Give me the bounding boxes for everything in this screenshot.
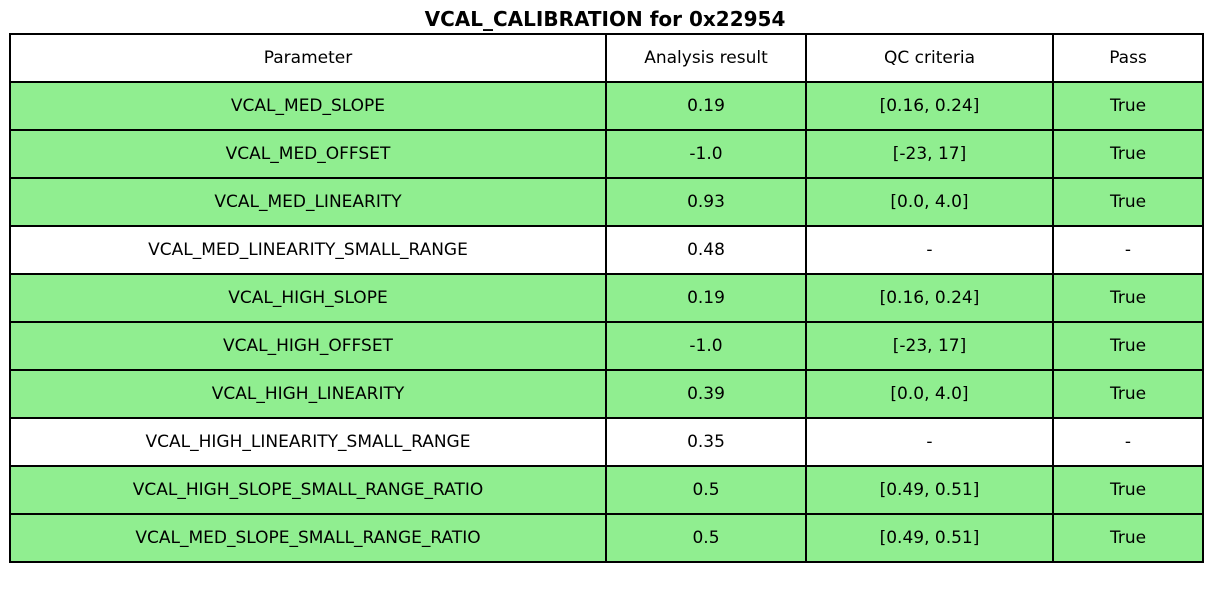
cell-pass: True	[1052, 129, 1204, 179]
cell-analysis-result: 0.39	[605, 369, 807, 419]
cell-pass: True	[1052, 81, 1204, 131]
table-row: VCAL_MED_SLOPE_SMALL_RANGE_RATIO 0.5 [0.…	[9, 513, 1204, 563]
qc-results-table: Parameter Analysis result QC criteria Pa…	[9, 33, 1204, 563]
cell-analysis-result: 0.19	[605, 273, 807, 323]
cell-pass: -	[1052, 225, 1204, 275]
table-row: VCAL_HIGH_LINEARITY 0.39 [0.0, 4.0] True	[9, 369, 1204, 419]
cell-pass: True	[1052, 513, 1204, 563]
table-body: VCAL_MED_SLOPE 0.19 [0.16, 0.24] True VC…	[9, 81, 1204, 563]
table-row: VCAL_HIGH_SLOPE_SMALL_RANGE_RATIO 0.5 [0…	[9, 465, 1204, 515]
table-row: VCAL_MED_SLOPE 0.19 [0.16, 0.24] True	[9, 81, 1204, 131]
cell-qc-criteria: [0.49, 0.51]	[805, 513, 1054, 563]
col-header-analysis-result: Analysis result	[605, 33, 807, 83]
cell-pass: True	[1052, 177, 1204, 227]
col-header-qc-criteria: QC criteria	[805, 33, 1054, 83]
cell-qc-criteria: -	[805, 417, 1054, 467]
table-row: VCAL_HIGH_LINEARITY_SMALL_RANGE 0.35 - -	[9, 417, 1204, 467]
cell-parameter: VCAL_MED_OFFSET	[9, 129, 607, 179]
cell-parameter: VCAL_HIGH_SLOPE_SMALL_RANGE_RATIO	[9, 465, 607, 515]
figure-title: VCAL_CALIBRATION for 0x22954	[424, 7, 786, 31]
table-row: VCAL_MED_LINEARITY_SMALL_RANGE 0.48 - -	[9, 225, 1204, 275]
cell-analysis-result: -1.0	[605, 129, 807, 179]
col-header-parameter: Parameter	[9, 33, 607, 83]
cell-pass: True	[1052, 369, 1204, 419]
cell-parameter: VCAL_HIGH_LINEARITY	[9, 369, 607, 419]
table-row: VCAL_HIGH_SLOPE 0.19 [0.16, 0.24] True	[9, 273, 1204, 323]
cell-pass: -	[1052, 417, 1204, 467]
table-row: VCAL_HIGH_OFFSET -1.0 [-23, 17] True	[9, 321, 1204, 371]
cell-analysis-result: 0.5	[605, 513, 807, 563]
cell-parameter: VCAL_MED_SLOPE	[9, 81, 607, 131]
cell-qc-criteria: [0.16, 0.24]	[805, 81, 1054, 131]
cell-parameter: VCAL_HIGH_LINEARITY_SMALL_RANGE	[9, 417, 607, 467]
cell-pass: True	[1052, 273, 1204, 323]
cell-qc-criteria: [0.0, 4.0]	[805, 369, 1054, 419]
cell-parameter: VCAL_MED_LINEARITY_SMALL_RANGE	[9, 225, 607, 275]
cell-analysis-result: -1.0	[605, 321, 807, 371]
table-row: VCAL_MED_LINEARITY 0.93 [0.0, 4.0] True	[9, 177, 1204, 227]
cell-analysis-result: 0.5	[605, 465, 807, 515]
table-header-row: Parameter Analysis result QC criteria Pa…	[9, 33, 1204, 83]
cell-qc-criteria: [0.0, 4.0]	[805, 177, 1054, 227]
cell-pass: True	[1052, 465, 1204, 515]
col-header-pass: Pass	[1052, 33, 1204, 83]
cell-analysis-result: 0.35	[605, 417, 807, 467]
cell-analysis-result: 0.19	[605, 81, 807, 131]
cell-parameter: VCAL_MED_SLOPE_SMALL_RANGE_RATIO	[9, 513, 607, 563]
cell-parameter: VCAL_HIGH_OFFSET	[9, 321, 607, 371]
cell-qc-criteria: [-23, 17]	[805, 129, 1054, 179]
cell-qc-criteria: [0.49, 0.51]	[805, 465, 1054, 515]
cell-parameter: VCAL_HIGH_SLOPE	[9, 273, 607, 323]
table-row: VCAL_MED_OFFSET -1.0 [-23, 17] True	[9, 129, 1204, 179]
cell-pass: True	[1052, 321, 1204, 371]
cell-qc-criteria: -	[805, 225, 1054, 275]
cell-parameter: VCAL_MED_LINEARITY	[9, 177, 607, 227]
cell-qc-criteria: [-23, 17]	[805, 321, 1054, 371]
cell-qc-criteria: [0.16, 0.24]	[805, 273, 1054, 323]
cell-analysis-result: 0.93	[605, 177, 807, 227]
cell-analysis-result: 0.48	[605, 225, 807, 275]
